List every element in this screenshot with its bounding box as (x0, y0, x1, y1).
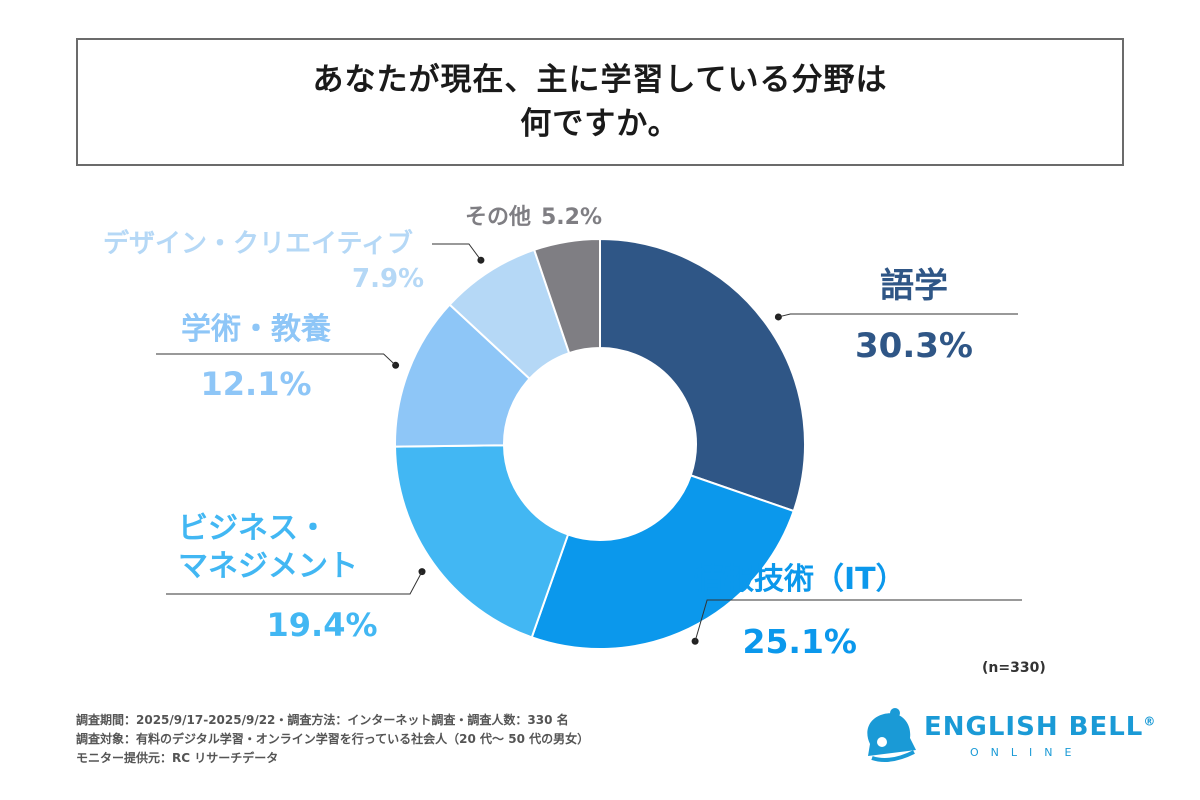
leader-line-design (432, 243, 482, 261)
logo-name: ENGLISH BELL® (924, 712, 1157, 742)
footer-line-target: 調査対象：有料のデジタル学習・オンライン学習を行っている社会人（20 代～ 50… (76, 732, 590, 746)
label-value-business: 19.4% (266, 606, 378, 644)
leader-line-academic (156, 353, 396, 366)
slice-other (532, 237, 601, 355)
label-name-academic: 学術・教養 (181, 312, 331, 348)
label-name-business: ビジネス・ マネジメント (178, 510, 358, 586)
label-value-academic: 12.1% (200, 365, 312, 403)
sample-size-note: (n=330) (982, 660, 1046, 676)
label-name-line: 語学 (880, 266, 948, 306)
english-bell-logo: ENGLISH BELL® ONLINE (858, 702, 1155, 768)
logo-subtitle: ONLINE (970, 746, 1084, 759)
label-name-line: ビジネス・ (178, 511, 328, 546)
survey-footer: 調査期間：2025/9/17-2025/9/22・調査方法：インターネット調査・… (76, 711, 589, 768)
label-name-line: その他 (465, 205, 532, 230)
label-value-design: 7.9% (352, 264, 425, 294)
label-name-language: 語学 (880, 266, 948, 307)
slice-business (394, 444, 570, 639)
label-name-line: マネジメント (178, 549, 358, 584)
label-name-line: デザイン・クリエイティブ (103, 229, 413, 259)
footer-line-monitor: モニター提供元：RC リサーチデータ (76, 751, 279, 765)
label-value-it: 25.1% (742, 622, 858, 661)
leader-line-business (166, 571, 423, 595)
label-name-line: 学術・教養 (181, 312, 331, 347)
label-name-line: 情報技術（IT） (694, 562, 906, 597)
label-name-other: その他 (465, 205, 531, 231)
label-value-language: 30.3% (855, 326, 973, 366)
title-box: あなたが現在、主に学習している分野は 何ですか。 (76, 38, 1124, 166)
bell-icon (867, 708, 916, 762)
chart-title-line-2: 何ですか。 (520, 106, 680, 142)
footer-line-period: 調査期間：2025/9/17-2025/9/22・調査方法：インターネット調査・… (76, 713, 569, 727)
leader-line-it (694, 599, 1022, 642)
slice-it (530, 474, 796, 650)
label-value-other: 5.2% (541, 205, 603, 230)
label-name-design: デザイン・クリエイティブ (103, 229, 413, 260)
chart-title-line-1: あなたが現在、主に学習している分野は (312, 62, 888, 98)
label-name-it: 情報技術（IT） (694, 562, 906, 598)
leader-line-language (778, 313, 1018, 318)
slice-academic (394, 303, 532, 448)
slice-language (599, 237, 806, 513)
